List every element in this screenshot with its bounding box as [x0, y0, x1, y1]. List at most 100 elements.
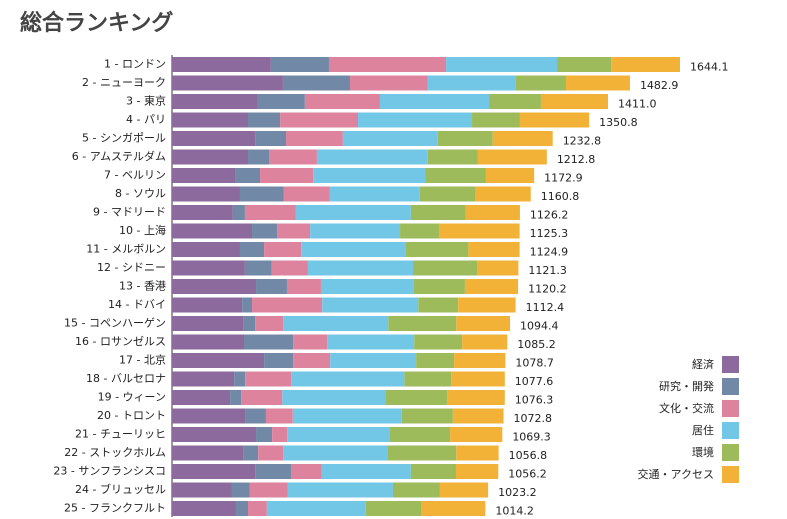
bar-segment [172, 482, 232, 498]
bar-segment [425, 168, 486, 183]
bar-segment [260, 168, 314, 183]
bar-segment [243, 445, 259, 461]
bar-segment [248, 112, 281, 128]
bar-segment [293, 353, 331, 368]
y-tick-label: 3 - 東京 [126, 94, 166, 108]
bar-segment [172, 168, 236, 183]
bar-segment [540, 94, 609, 109]
bar-segment [172, 94, 258, 109]
y-tick-label: 19 - ウィーン [98, 391, 166, 404]
y-tick-label: 1 - ロンドン [104, 58, 166, 71]
legend-swatch [722, 400, 739, 417]
total-label: 1094.4 [520, 320, 559, 333]
bar-segment [410, 205, 466, 220]
bar-segment [249, 482, 288, 498]
legend-label: 環境 [692, 445, 714, 459]
legend-swatch [722, 422, 739, 439]
bar-segment [451, 371, 505, 387]
bar-segment [476, 260, 519, 276]
bar-segment [283, 186, 330, 202]
bar-segment [243, 316, 256, 331]
bar-segment [379, 94, 490, 109]
bar-segment [489, 94, 541, 109]
bar-segment [282, 75, 350, 91]
bar-segment [266, 501, 366, 516]
bar-segment [172, 186, 240, 202]
bar-segment [252, 297, 323, 313]
bar-segment [452, 408, 504, 424]
bar-segment [258, 445, 284, 461]
bar-segment [272, 427, 288, 442]
bar-segment [557, 57, 612, 72]
bar-segment [387, 445, 457, 461]
y-tick-label: 25 - フランクフルト [64, 502, 166, 515]
bar-segment [282, 390, 386, 405]
bar-segment [235, 501, 249, 516]
bar-segment [269, 149, 317, 165]
bar-segment [456, 316, 511, 331]
bar-segment [234, 371, 246, 387]
total-label: 1085.2 [517, 338, 556, 351]
bar-segment [172, 445, 244, 461]
y-tick-label: 21 - チューリッヒ [75, 428, 166, 441]
bar-segment [172, 334, 244, 350]
bar-segment [172, 149, 249, 165]
bar-segment [321, 464, 411, 479]
bar-segment [172, 223, 253, 239]
bar-segment [519, 112, 590, 128]
bar-segment [404, 371, 452, 387]
bar-segment [392, 482, 440, 498]
bar-segment [330, 353, 417, 368]
bar-segment [283, 445, 388, 461]
bar-segment [291, 371, 405, 387]
bar-segment [172, 242, 240, 257]
bar-segment [172, 112, 249, 128]
y-tick-label: 22 - ストックホルム [64, 446, 166, 459]
bar-segment [389, 427, 451, 442]
bar-segment [239, 186, 284, 202]
bar-segment [290, 464, 322, 479]
total-label: 1056.8 [509, 449, 548, 462]
total-label: 1077.6 [515, 375, 554, 388]
y-tick-label: 2 - ニューヨーク [82, 76, 166, 89]
bar-segment [438, 223, 520, 239]
bar-segment [287, 427, 390, 442]
bar-segment [400, 223, 439, 239]
bar-segment [342, 131, 438, 146]
total-label: 1126.2 [530, 209, 569, 222]
bar-segment [244, 205, 296, 220]
total-label: 1482.9 [640, 79, 679, 92]
y-tick-label: 23 - サンフランシスコ [53, 465, 166, 478]
bar-segment [455, 464, 499, 479]
y-tick-label: 13 - 香港 [119, 280, 166, 293]
bar-segment [172, 408, 246, 424]
bar-segment [327, 334, 415, 350]
bar-segment [414, 334, 463, 350]
bar-segment [329, 186, 420, 202]
total-label: 1212.8 [557, 153, 596, 166]
bar-segment [456, 445, 499, 461]
bar-segment [245, 408, 266, 424]
bar-segment [472, 112, 520, 128]
bar-segment [293, 334, 328, 350]
y-tick-label: 16 - ロサンゼルス [75, 335, 166, 348]
bar-segment [265, 408, 293, 424]
bar-segment [172, 279, 257, 294]
y-tick-label: 24 - ブリュッセル [75, 482, 166, 496]
bar-segment [255, 131, 287, 146]
bar-segment [257, 94, 305, 109]
bar-segment [248, 501, 267, 516]
bar-segment [328, 57, 447, 72]
bar-segment [611, 57, 680, 72]
total-label: 1644.1 [690, 61, 729, 74]
bar-segment [287, 482, 393, 498]
total-label: 1350.8 [599, 116, 638, 129]
bar-segment [405, 242, 469, 257]
total-label: 1023.2 [498, 486, 537, 499]
y-tick-label: 15 - コペンハーゲン [64, 317, 166, 330]
bar-segment [365, 501, 422, 516]
bar-segment [239, 242, 265, 257]
bar-segment [243, 334, 294, 350]
bar-segment [280, 112, 359, 128]
bar-segment [358, 112, 473, 128]
